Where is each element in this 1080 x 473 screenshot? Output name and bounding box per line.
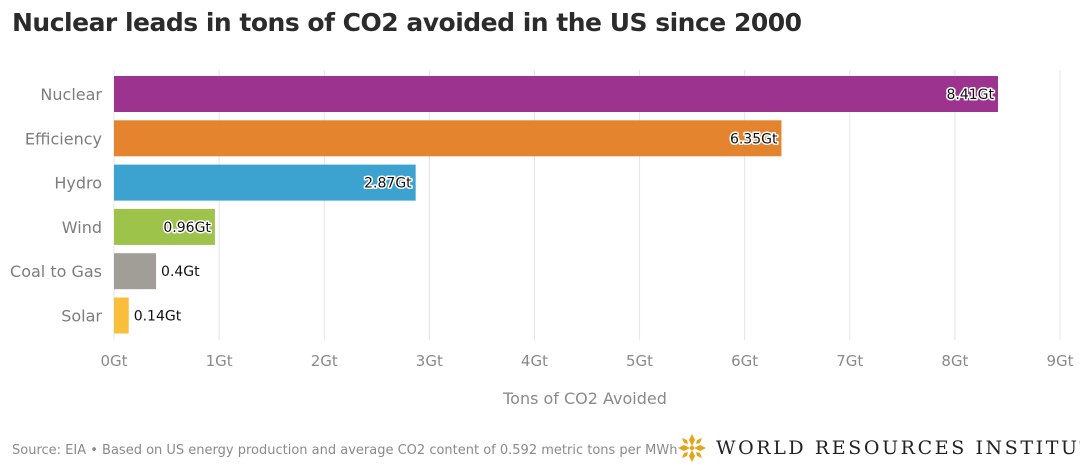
data-label: 0.96Gt xyxy=(163,220,211,236)
bar xyxy=(114,164,416,201)
x-tick-label: 6Gt xyxy=(731,352,758,370)
category-label: Solar xyxy=(61,307,102,326)
category-label: Wind xyxy=(62,218,102,237)
bars xyxy=(114,76,998,334)
category-label: Efficiency xyxy=(25,129,102,148)
x-tick-labels: 0Gt 1Gt 2Gt 3Gt 4Gt 5Gt 6Gt 7Gt 8Gt 9Gt xyxy=(100,352,1073,370)
source-note: Source: EIA • Based on US energy product… xyxy=(12,443,678,458)
category-label: Nuclear xyxy=(40,85,102,104)
x-tick-label: 9Gt xyxy=(1046,352,1073,370)
bar xyxy=(114,76,998,112)
x-tick-label: 7Gt xyxy=(836,352,863,370)
x-axis-label: Tons of CO2 Avoided xyxy=(502,389,667,408)
x-tick-label: 4Gt xyxy=(521,352,548,370)
x-tick-label: 2Gt xyxy=(311,352,338,370)
wri-logo-text: WORLD RESOURCES INSTITUTE xyxy=(716,437,1080,459)
bar-chart: Nuclear Efficiency Hydro Wind Coal to Gas Sol… xyxy=(10,70,1074,408)
wri-logo-icon xyxy=(678,434,706,462)
bar xyxy=(114,120,782,157)
data-labels: 8.41Gt 6.35Gt 2.87Gt 0.96Gt 0.4Gt 0.14Gt xyxy=(134,86,996,325)
bar xyxy=(114,297,129,334)
gridlines xyxy=(113,70,1061,340)
x-tick-label: 5Gt xyxy=(626,352,653,370)
x-tick-label: 0Gt xyxy=(100,352,127,370)
chart-title: Nuclear leads in tons of CO2 avoided in … xyxy=(12,8,802,37)
bar xyxy=(114,253,157,290)
data-label: 0.14Gt xyxy=(134,309,182,325)
category-label: Hydro xyxy=(54,174,102,193)
category-label: Coal to Gas xyxy=(10,262,102,281)
x-tick-label: 1Gt xyxy=(206,352,233,370)
bar xyxy=(114,208,215,245)
data-label: 8.41Gt xyxy=(946,87,994,103)
data-label: 6.35Gt xyxy=(730,131,778,147)
data-label: 2.87Gt xyxy=(364,176,412,192)
x-tick-label: 8Gt xyxy=(941,352,968,370)
x-tick-label: 3Gt xyxy=(416,352,443,370)
data-label: 0.4Gt xyxy=(161,264,200,280)
wri-logo: WORLD RESOURCES INSTITUTE xyxy=(676,432,1080,464)
category-labels: Nuclear Efficiency Hydro Wind Coal to Gas Sol… xyxy=(10,85,102,326)
